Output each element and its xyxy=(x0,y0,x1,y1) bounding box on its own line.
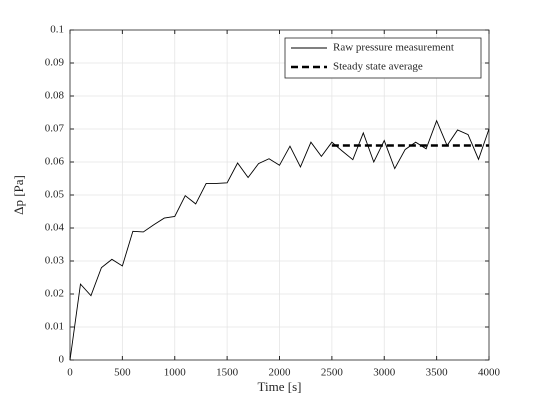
y-tick-label: 0.1 xyxy=(50,24,64,36)
x-tick-label: 3000 xyxy=(373,367,396,379)
y-tick-label: 0.05 xyxy=(45,189,65,201)
y-tick-label: 0.08 xyxy=(45,90,65,102)
x-tick-label: 2500 xyxy=(321,367,344,379)
y-tick-label: 0 xyxy=(59,354,65,366)
legend-label: Raw pressure measurement xyxy=(333,42,454,54)
x-axis-label: Time [s] xyxy=(258,379,302,394)
x-tick-label: 3500 xyxy=(426,367,449,379)
x-tick-label: 2000 xyxy=(269,367,292,379)
x-tick-label: 4000 xyxy=(478,367,501,379)
x-tick-label: 1000 xyxy=(164,367,187,379)
legend-label: Steady state average xyxy=(333,61,423,73)
y-tick-label: 0.01 xyxy=(45,321,64,333)
y-tick-label: 0.03 xyxy=(45,255,65,267)
x-tick-label: 1500 xyxy=(216,367,239,379)
y-tick-label: 0.07 xyxy=(45,123,65,135)
plot-frame xyxy=(69,29,490,361)
y-tick-label: 0.06 xyxy=(45,156,65,168)
y-axis-label: Δp [Pa] xyxy=(11,175,26,215)
x-tick-label: 500 xyxy=(114,367,131,379)
y-tick-label: 0.04 xyxy=(45,222,65,234)
series-line xyxy=(69,119,490,361)
y-tick-label: 0.02 xyxy=(45,288,64,300)
x-tick-label: 0 xyxy=(67,367,73,379)
legend-box xyxy=(284,37,482,79)
y-tick-label: 0.09 xyxy=(45,57,65,69)
